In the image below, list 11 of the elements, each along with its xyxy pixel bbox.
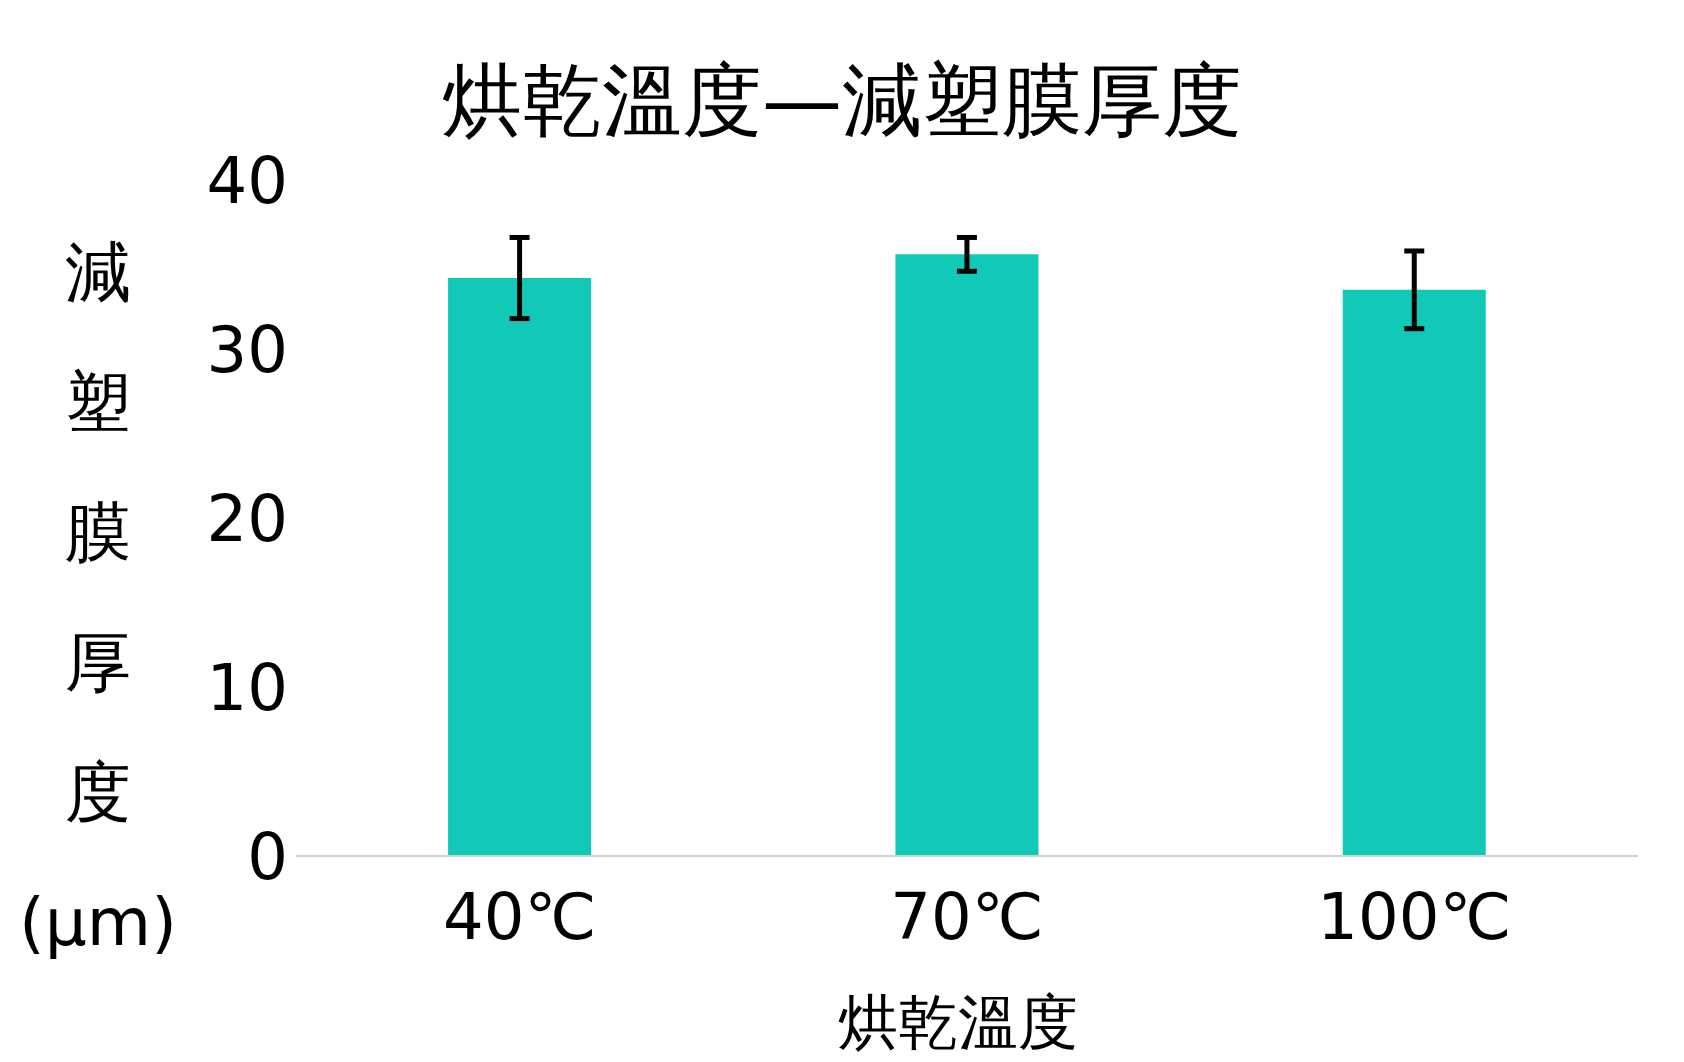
- y-tick-label: 0: [247, 819, 288, 894]
- y-tick-label: 10: [206, 650, 288, 725]
- x-tick-label: 70℃: [890, 880, 1044, 955]
- chart-title: 烘乾溫度—減塑膜厚度: [442, 54, 1242, 147]
- y-tick-label: 20: [206, 481, 288, 556]
- y-tick-label: 30: [206, 312, 288, 387]
- y-tick-label: 40: [206, 143, 288, 218]
- y-axis-title: 減塑膜厚度(μm): [19, 233, 177, 963]
- x-axis-title: 烘乾溫度: [837, 986, 1079, 1059]
- x-tick-label: 40℃: [443, 880, 597, 955]
- x-tick-label: 100℃: [1317, 880, 1512, 955]
